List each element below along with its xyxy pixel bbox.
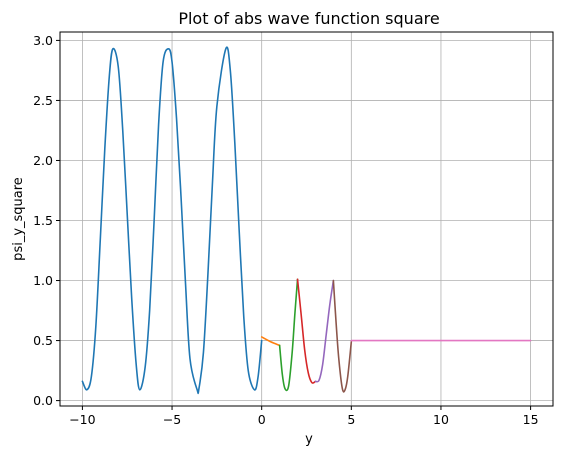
x-tick-label: −10 xyxy=(69,412,95,427)
y-tick-label: 0.0 xyxy=(33,393,53,408)
y-tick-label: 2.0 xyxy=(33,153,53,168)
series-layer xyxy=(81,46,532,395)
x-axis: −10 −5 0 5 10 15 xyxy=(69,406,539,427)
y-tick-label: 2.5 xyxy=(33,93,53,108)
series-line-3 xyxy=(278,278,299,392)
plot-frame xyxy=(59,31,554,407)
x-tick-label: 5 xyxy=(347,412,355,427)
x-tick-label: −5 xyxy=(163,412,181,427)
grid xyxy=(60,32,553,406)
series-line-5 xyxy=(314,279,335,383)
series-line-4 xyxy=(296,278,317,384)
chart-title: Plot of abs wave function square xyxy=(178,9,439,28)
y-axis: 0.0 0.5 1.0 1.5 2.0 2.5 3.0 xyxy=(33,33,60,408)
x-tick-label: 0 xyxy=(258,412,266,427)
y-tick-label: 1.0 xyxy=(33,273,53,288)
series-line-1 xyxy=(81,46,263,395)
y-tick-label: 3.0 xyxy=(33,33,53,48)
x-tick-label: 15 xyxy=(523,412,539,427)
y-tick-label: 0.5 xyxy=(33,333,53,348)
series-line-2 xyxy=(260,336,281,347)
y-tick-label: 1.5 xyxy=(33,213,53,228)
x-tick-label: 10 xyxy=(433,412,449,427)
series-line-6 xyxy=(332,279,353,393)
y-axis-label: psi_y_square xyxy=(11,177,26,261)
x-axis-label: y xyxy=(305,432,313,447)
